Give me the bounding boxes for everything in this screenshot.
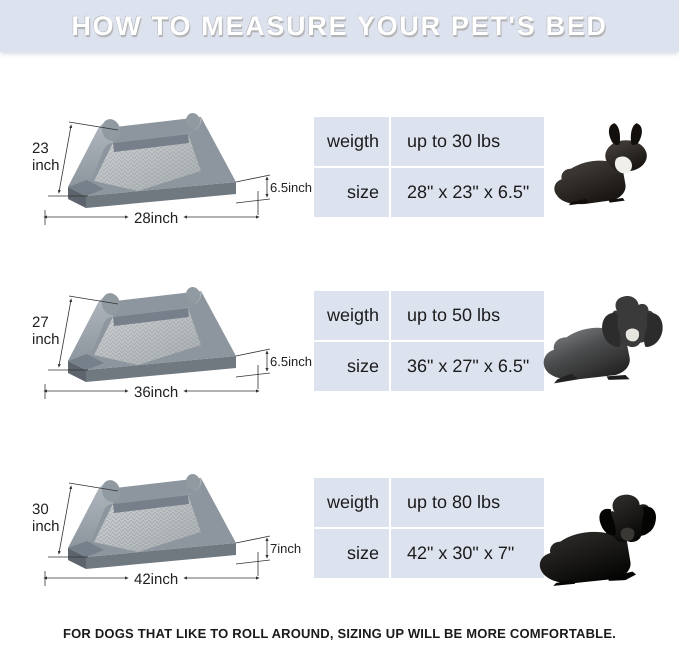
svg-text:7inch: 7inch: [270, 541, 301, 556]
svg-text:42inch: 42inch: [134, 571, 178, 588]
svg-text:6.5inch: 6.5inch: [270, 180, 312, 195]
svg-text:36inch: 36inch: [134, 384, 178, 401]
svg-text:30: 30: [32, 501, 49, 518]
svg-text:inch: inch: [32, 331, 60, 348]
svg-text:23: 23: [32, 140, 49, 157]
svg-text:27: 27: [32, 314, 49, 331]
svg-text:inch: inch: [32, 518, 60, 535]
svg-text:inch: inch: [32, 157, 60, 174]
svg-text:28inch: 28inch: [134, 210, 178, 227]
svg-text:6.5inch: 6.5inch: [270, 354, 312, 369]
